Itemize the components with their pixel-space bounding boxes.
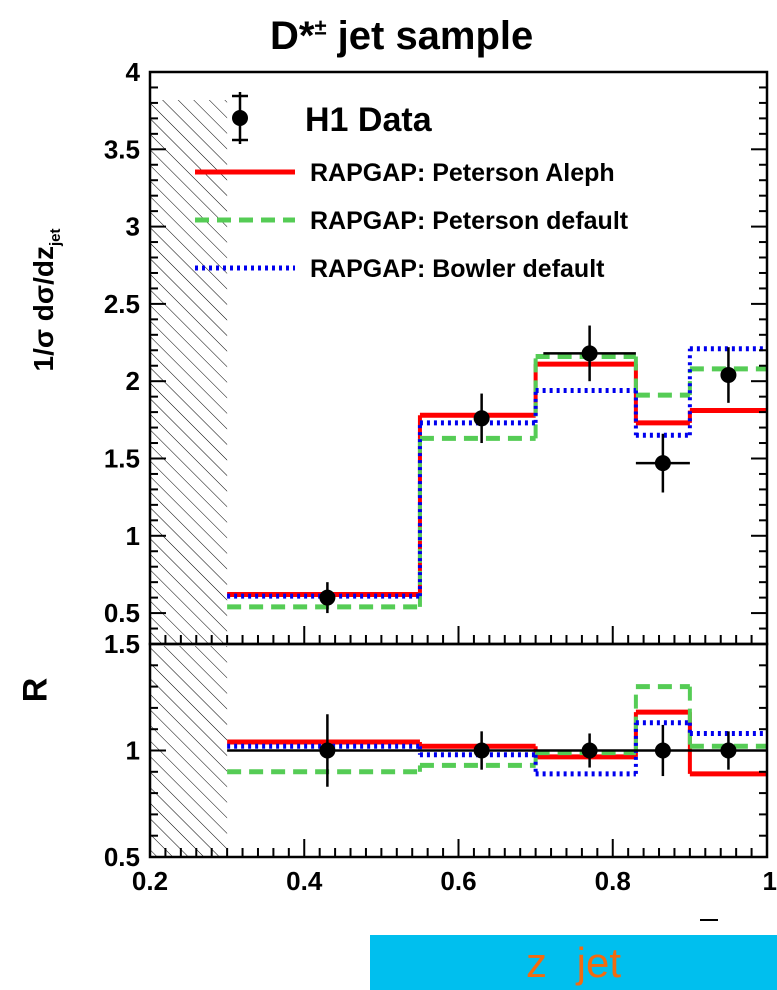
y-axis-label-main: 1/σ dσ/dzjet [28, 228, 64, 372]
ratio-point-4 [720, 742, 737, 759]
x-tick-label: 1 [763, 866, 777, 896]
ratio-ytick-label: 1 [126, 736, 140, 766]
main-ytick-label: 3.5 [104, 134, 140, 164]
main-ytick-label: 3 [126, 212, 140, 242]
y-axis-label-ratio: R [16, 677, 55, 703]
main-ytick-label: 0.5 [104, 598, 140, 628]
ratio-point-2 [581, 742, 598, 759]
legend-label-2: RAPGAP: Peterson default [310, 207, 629, 235]
x-tick-label: 0.6 [440, 866, 476, 896]
main-point-1 [473, 410, 490, 427]
chart-title: D*± jet sample [270, 14, 534, 58]
main-ytick-label: 2.5 [104, 289, 140, 319]
legend-label-1: RAPGAP: Peterson Aleph [310, 159, 615, 187]
main-ytick-label: 2 [126, 366, 140, 396]
main-point-3 [654, 455, 671, 472]
ratio-point-0 [319, 742, 336, 759]
main-point-2 [581, 345, 598, 362]
ratio-point-1 [473, 742, 490, 759]
main-ytick-label: 4 [126, 57, 141, 87]
excluded-region-main [150, 100, 228, 644]
x-axis-label: z jet [525, 939, 622, 986]
main-frame [148, 70, 769, 646]
legend-data-marker [232, 110, 248, 126]
x-tick-label: 0.2 [132, 866, 168, 896]
legend-label-3: RAPGAP: Bowler default [310, 255, 605, 283]
main-ytick-label: 1.5 [104, 443, 140, 473]
main-point-4 [720, 367, 737, 384]
ratio-ytick-label: 0.5 [104, 842, 140, 872]
ratio-ytick-label: 1.5 [104, 629, 140, 659]
x-tick-label: 0.4 [286, 866, 323, 896]
legend-label-0: H1 Data [305, 101, 433, 139]
x-tick-label: 0.8 [595, 866, 631, 896]
main-point-0 [319, 589, 336, 606]
main-ytick-label: 1 [126, 521, 140, 551]
x-axis-label-box: z jet [370, 935, 777, 990]
ratio-point-3 [654, 742, 671, 759]
